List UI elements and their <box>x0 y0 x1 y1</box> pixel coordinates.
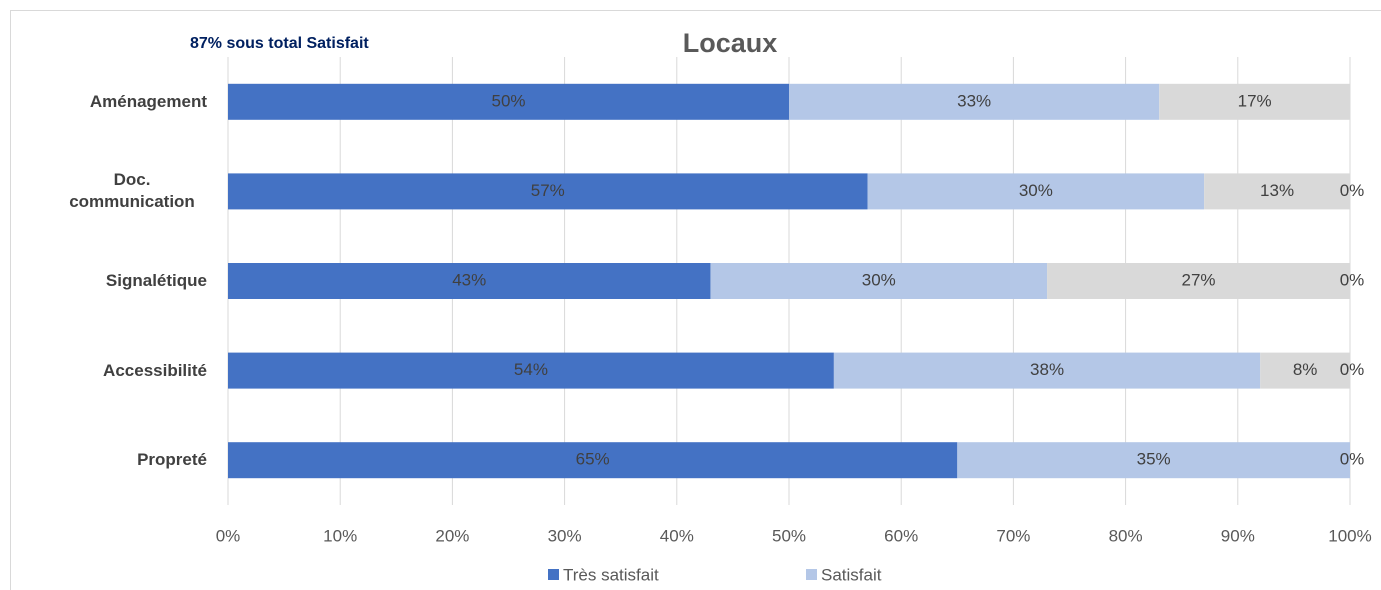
chart-title: Locaux <box>683 28 778 58</box>
data-label: 65% <box>576 450 610 469</box>
bar-segment <box>789 83 1160 120</box>
data-label: 33% <box>957 91 991 110</box>
category-label: Propreté <box>137 450 207 470</box>
category-label: Accessibilité <box>103 360 207 380</box>
data-label: 0% <box>1340 450 1365 469</box>
bar-segment <box>957 442 1350 479</box>
bar-segment <box>228 263 711 299</box>
x-tick-label: 100% <box>1328 526 1371 545</box>
category-label: Aménagement <box>89 91 207 111</box>
x-tick-label: 30% <box>548 526 582 545</box>
legend-swatch <box>806 569 817 580</box>
bar-segment <box>833 352 1261 389</box>
legend-label: Satisfait <box>821 565 882 584</box>
bar-segment <box>228 83 789 120</box>
bar-segment <box>228 352 834 389</box>
x-tick-label: 0% <box>216 526 241 545</box>
bar-segment <box>228 173 868 210</box>
data-label: 0% <box>1340 270 1365 289</box>
bar-segment <box>1047 263 1350 299</box>
category-label: Doc. communication <box>69 170 195 212</box>
data-label: 13% <box>1260 181 1294 200</box>
data-label: 30% <box>862 270 896 289</box>
x-tick-label: 40% <box>660 526 694 545</box>
x-tick-label: 90% <box>1221 526 1255 545</box>
bar-segment <box>710 263 1048 299</box>
bar-segment <box>867 173 1205 210</box>
x-tick-label: 10% <box>323 526 357 545</box>
data-label: 27% <box>1182 270 1216 289</box>
x-tick-label: 70% <box>996 526 1030 545</box>
category-label-box: Doc. communication <box>10 169 207 213</box>
x-tick-label: 60% <box>884 526 918 545</box>
bar-segment <box>228 442 958 479</box>
category-label: Signalétique <box>105 271 207 290</box>
x-tick-label: 80% <box>1109 526 1143 545</box>
legend-swatch <box>548 569 559 580</box>
x-tick-label: 20% <box>435 526 469 545</box>
data-label: 30% <box>1019 181 1053 200</box>
data-label: 8% <box>1293 360 1318 379</box>
bar-segment <box>1159 83 1350 120</box>
data-label: 35% <box>1137 450 1171 469</box>
bar-segment <box>1204 173 1350 210</box>
data-label: 43% <box>452 270 486 289</box>
category-label-box: Aménagement <box>10 91 207 113</box>
x-tick-label: 50% <box>772 526 806 545</box>
data-label: 57% <box>531 181 565 200</box>
data-label: 38% <box>1030 360 1064 379</box>
category-label-box: Accessibilité <box>10 360 207 382</box>
data-label: 0% <box>1340 181 1365 200</box>
data-label: 50% <box>491 91 525 110</box>
chart-border <box>10 10 1381 590</box>
legend-label: Très satisfait <box>563 565 659 584</box>
bar-segment <box>1260 352 1350 389</box>
annotation: 87% sous total Satisfait <box>190 35 369 52</box>
data-label: 17% <box>1238 91 1272 110</box>
category-label-box: Propreté <box>10 449 207 471</box>
data-label: 54% <box>514 360 548 379</box>
category-label-box: Signalétique <box>10 270 207 292</box>
data-label: 0% <box>1340 360 1365 379</box>
